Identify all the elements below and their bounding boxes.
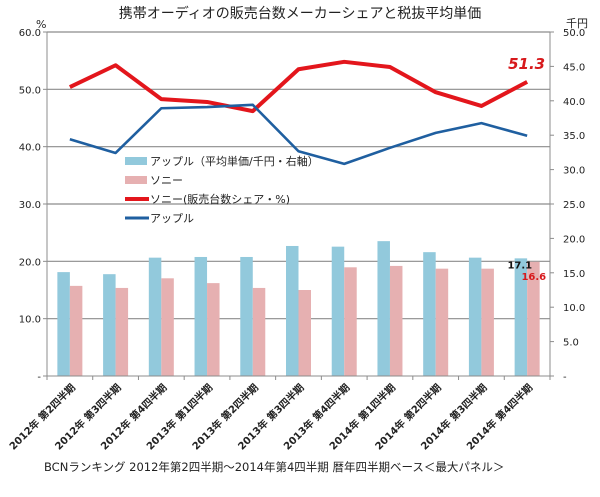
bar-apple <box>423 252 436 376</box>
right-axis-unit: 千円 <box>566 17 588 30</box>
right-tick-label: 20.0 <box>563 234 585 245</box>
bar-apple <box>331 246 345 376</box>
annotation-sony-price: 16.6 <box>521 272 546 283</box>
left-tick-label: 40.0 <box>19 143 41 154</box>
bar-sony <box>252 287 266 376</box>
right-tick-label: 40.0 <box>563 97 585 108</box>
bar-sony <box>69 285 83 376</box>
bar-sony <box>527 261 540 376</box>
right-tick-label: 15.0 <box>563 269 585 280</box>
left-tick-label: 60.0 <box>19 28 41 39</box>
annotation-apple-price: 17.1 <box>507 260 532 271</box>
annotations: 51.3 17.116.6 <box>507 55 546 283</box>
bar-sony <box>207 283 220 376</box>
bar-apple <box>286 245 299 376</box>
bar-sony <box>389 265 403 376</box>
right-tick-label: 50.0 <box>563 28 585 39</box>
legend-label: アップル（平均単価/千円・右軸） <box>150 154 319 168</box>
bar-sony <box>161 278 174 376</box>
right-tick-label: 30.0 <box>563 166 585 177</box>
bar-apple <box>377 241 390 376</box>
right-tick-label: 45.0 <box>563 62 585 73</box>
right-tick-label: 35.0 <box>563 131 585 142</box>
bar-sony <box>344 267 357 376</box>
bar-apple <box>57 272 70 376</box>
left-axis-ticks: - 10.0 20.0 30.0 40.0 50.0 60.0 <box>19 28 47 383</box>
line-apple-share <box>69 103 528 166</box>
bar-sony <box>115 287 129 376</box>
right-axis-ticks: - 5.0 10.0 15.0 20.0 25.0 30.0 35.0 40.0 45.0 50.0 <box>550 28 585 383</box>
bar-apple <box>148 257 162 376</box>
left-tick-label: 20.0 <box>19 257 41 268</box>
legend-swatch <box>125 176 147 184</box>
legend-label: ソニー(販売台数シェア・%) <box>150 192 290 206</box>
legend-label: ソニー <box>150 174 183 187</box>
line-sony-share <box>69 59 529 114</box>
right-tick-label: 10.0 <box>563 303 585 314</box>
left-tick-label: 10.0 <box>19 315 41 326</box>
line-series <box>69 59 529 166</box>
bar-sony <box>481 268 494 376</box>
left-tick-label: - <box>37 372 41 383</box>
bar-series <box>57 241 540 376</box>
chart-title: 携帯オーディオの販売台数メーカーシェアと税抜平均単価 <box>119 5 481 22</box>
annotation-sony-share: 51.3 <box>508 55 545 73</box>
bar-apple <box>514 258 528 376</box>
left-tick-label: 50.0 <box>19 85 41 96</box>
bar-sony <box>435 268 449 376</box>
right-tick-label: 25.0 <box>563 200 585 211</box>
bar-apple <box>103 274 116 376</box>
legend-label: アップル <box>150 212 194 225</box>
bar-sony <box>298 290 311 376</box>
left-tick-label: 30.0 <box>19 200 41 211</box>
bar-apple <box>468 257 482 376</box>
bar-apple <box>194 256 208 376</box>
bar-apple <box>240 256 253 376</box>
right-tick-label: - <box>563 372 567 383</box>
left-axis-unit: % <box>36 18 46 31</box>
chart-caption: BCNランキング 2012年第2四半期～2014年第4四半期 暦年四半期ベース＜… <box>44 460 504 474</box>
right-tick-label: 5.0 <box>563 338 579 349</box>
legend-swatch <box>125 157 147 165</box>
